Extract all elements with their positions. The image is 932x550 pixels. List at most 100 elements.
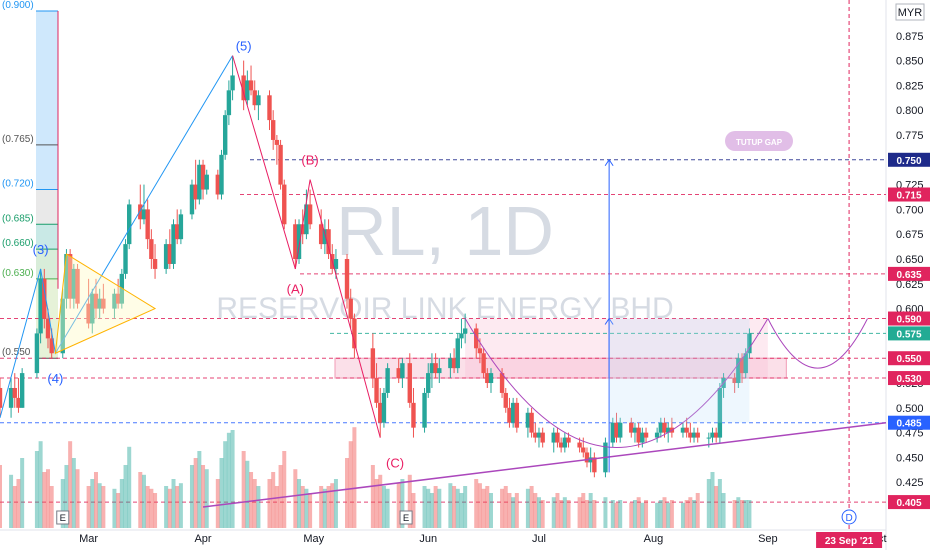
candle-body <box>71 268 77 299</box>
volume-bar <box>710 472 715 528</box>
fib-level-label: (0.550 <box>2 347 31 358</box>
candle-body <box>8 387 14 408</box>
candle-body <box>713 432 719 438</box>
volume-bar <box>322 488 327 528</box>
candle-body <box>75 268 80 304</box>
volume-bar <box>485 486 490 528</box>
volume-bar <box>60 479 65 528</box>
volume-bar <box>666 502 671 528</box>
fib-level-label: (0.685) <box>2 213 34 224</box>
currency-label: MYR <box>898 7 923 19</box>
candle-body <box>629 422 634 433</box>
candle-body <box>499 373 505 393</box>
volume-bar <box>149 488 154 528</box>
fib-level-label: (0.630) <box>2 268 34 279</box>
volume-bar <box>721 493 726 528</box>
volume-bar <box>189 465 194 528</box>
candle-body <box>300 224 305 235</box>
candle-body <box>610 422 616 443</box>
volume-bar <box>319 486 324 528</box>
volume-bar <box>16 479 21 528</box>
volume-bar <box>241 451 246 528</box>
volume-bar <box>592 500 597 528</box>
volume-bar <box>326 486 331 528</box>
candle-body <box>97 298 102 309</box>
volume-bar <box>455 488 460 528</box>
volume-bar <box>717 479 722 528</box>
price-tag <box>888 266 930 281</box>
volume-bar <box>610 500 615 528</box>
volume-bar <box>474 479 479 528</box>
candle-body <box>540 432 545 443</box>
candle-body <box>12 387 17 398</box>
candle-body <box>318 224 324 245</box>
volume-bar <box>452 486 457 528</box>
candle-body <box>695 432 700 438</box>
candle-body <box>381 392 387 423</box>
volume-bar <box>714 486 719 528</box>
candle-body <box>736 358 741 384</box>
volume-bar <box>116 493 121 528</box>
earnings-marker <box>56 510 70 525</box>
earnings-marker-label: E <box>403 513 409 524</box>
volume-bar <box>692 500 697 528</box>
volume-bar <box>34 451 39 528</box>
volume-bar <box>49 486 54 528</box>
volume-bar <box>736 497 741 528</box>
candle-body <box>688 432 693 438</box>
volume-bar <box>193 458 198 528</box>
candle-body <box>743 353 748 374</box>
volume-bar <box>566 500 571 528</box>
candle-body <box>344 259 350 299</box>
candle-body <box>747 333 752 354</box>
volume-bar <box>86 486 91 528</box>
candle-body <box>333 259 339 269</box>
volume-bar <box>204 469 209 528</box>
month-label: Aug <box>644 533 664 545</box>
volume-bar <box>164 486 169 528</box>
fib-level-label: (0.660) <box>2 238 34 249</box>
volume-bar <box>385 488 390 528</box>
volume-bar <box>153 493 158 528</box>
candle-body <box>215 174 221 195</box>
volume-bar <box>706 479 711 528</box>
volume-bar <box>178 483 183 528</box>
month-label: Apr <box>194 533 211 545</box>
volume-bar <box>271 472 276 528</box>
candle-body <box>451 358 457 369</box>
support-trendline <box>202 421 887 508</box>
price-tick-label: 0.675 <box>896 229 924 241</box>
triangle-pattern <box>54 253 157 355</box>
price-tick-label: 0.800 <box>896 105 924 117</box>
volume-bar <box>282 451 287 528</box>
volume-bar <box>171 479 176 528</box>
candle-body <box>49 338 54 354</box>
volume-bar <box>511 497 516 528</box>
candle-body <box>193 184 198 200</box>
month-label-partial: ct <box>878 533 887 545</box>
candle-body <box>477 348 483 354</box>
volume-bar <box>267 479 272 528</box>
price-tick-label: 0.825 <box>896 80 924 92</box>
volume-bar <box>636 497 641 528</box>
volume-bar <box>300 486 305 528</box>
volume-bar <box>141 474 146 528</box>
price-tick-label: 0.700 <box>896 204 924 216</box>
price-tag <box>888 326 930 341</box>
candle-body <box>230 75 235 91</box>
volume-bar <box>252 479 257 528</box>
candle-body <box>127 204 132 245</box>
volume-bar <box>145 486 150 528</box>
volume-bar <box>640 502 645 528</box>
candle-body <box>167 244 173 264</box>
volume-bar <box>90 479 95 528</box>
candle-body <box>400 363 405 379</box>
volume-bar <box>219 458 224 528</box>
price-tag-label: 0.550 <box>896 354 921 365</box>
volume-bar <box>603 497 608 528</box>
candle-body <box>662 422 667 433</box>
volume-bar <box>422 486 427 528</box>
volume-bar <box>644 500 649 528</box>
